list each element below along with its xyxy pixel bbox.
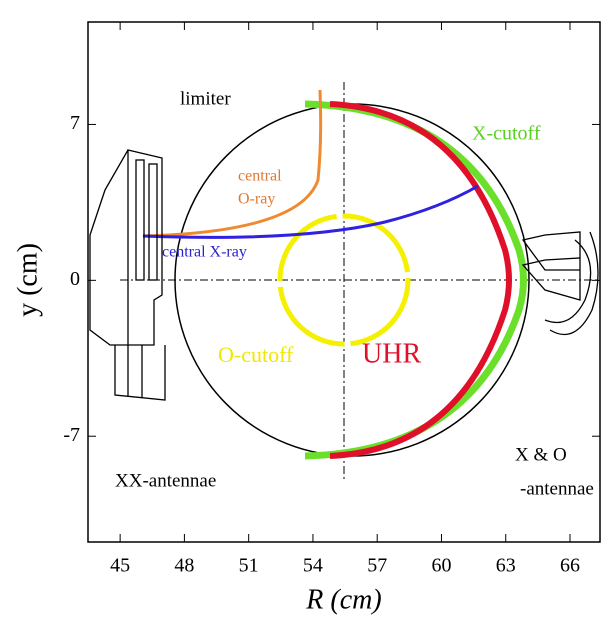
x-tick-label: 57 (367, 555, 387, 577)
annotation: -antennae (520, 478, 594, 499)
x-tick-label: 60 (431, 555, 451, 577)
y-tick-label: 0 (70, 268, 80, 290)
x-tick-label: 66 (560, 555, 580, 577)
central-o-ray (143, 90, 321, 236)
annotation: X-cutoff (472, 123, 541, 145)
x-tick-label: 48 (174, 555, 194, 577)
x-tick-label: 54 (303, 555, 323, 577)
y-tick-label: 7 (70, 112, 80, 134)
x-tick-label: 63 (496, 555, 516, 577)
x-tick-label: 45 (110, 555, 130, 577)
chart: R (cm) y (cm) 45 48 51 54 57 60 63 66 -7 0 7 limite… (0, 0, 610, 617)
annotation: XX-antennae (115, 470, 216, 491)
annotation: UHR (362, 338, 421, 369)
xx-antenna (90, 150, 165, 400)
y-tick-label: -7 (63, 424, 80, 446)
y-axis-label: y (cm) (12, 243, 43, 317)
x-axis-label: R (cm) (305, 584, 381, 615)
annotation: O-cutoff (218, 342, 294, 367)
annotation: X & O (515, 444, 567, 465)
annotation: central (238, 168, 282, 185)
annotation: O-ray (238, 191, 275, 208)
annotation: limiter (180, 88, 231, 109)
xo-antenna (523, 232, 598, 335)
annotation: central X-ray (162, 244, 247, 261)
x-tick-label: 51 (239, 555, 259, 577)
